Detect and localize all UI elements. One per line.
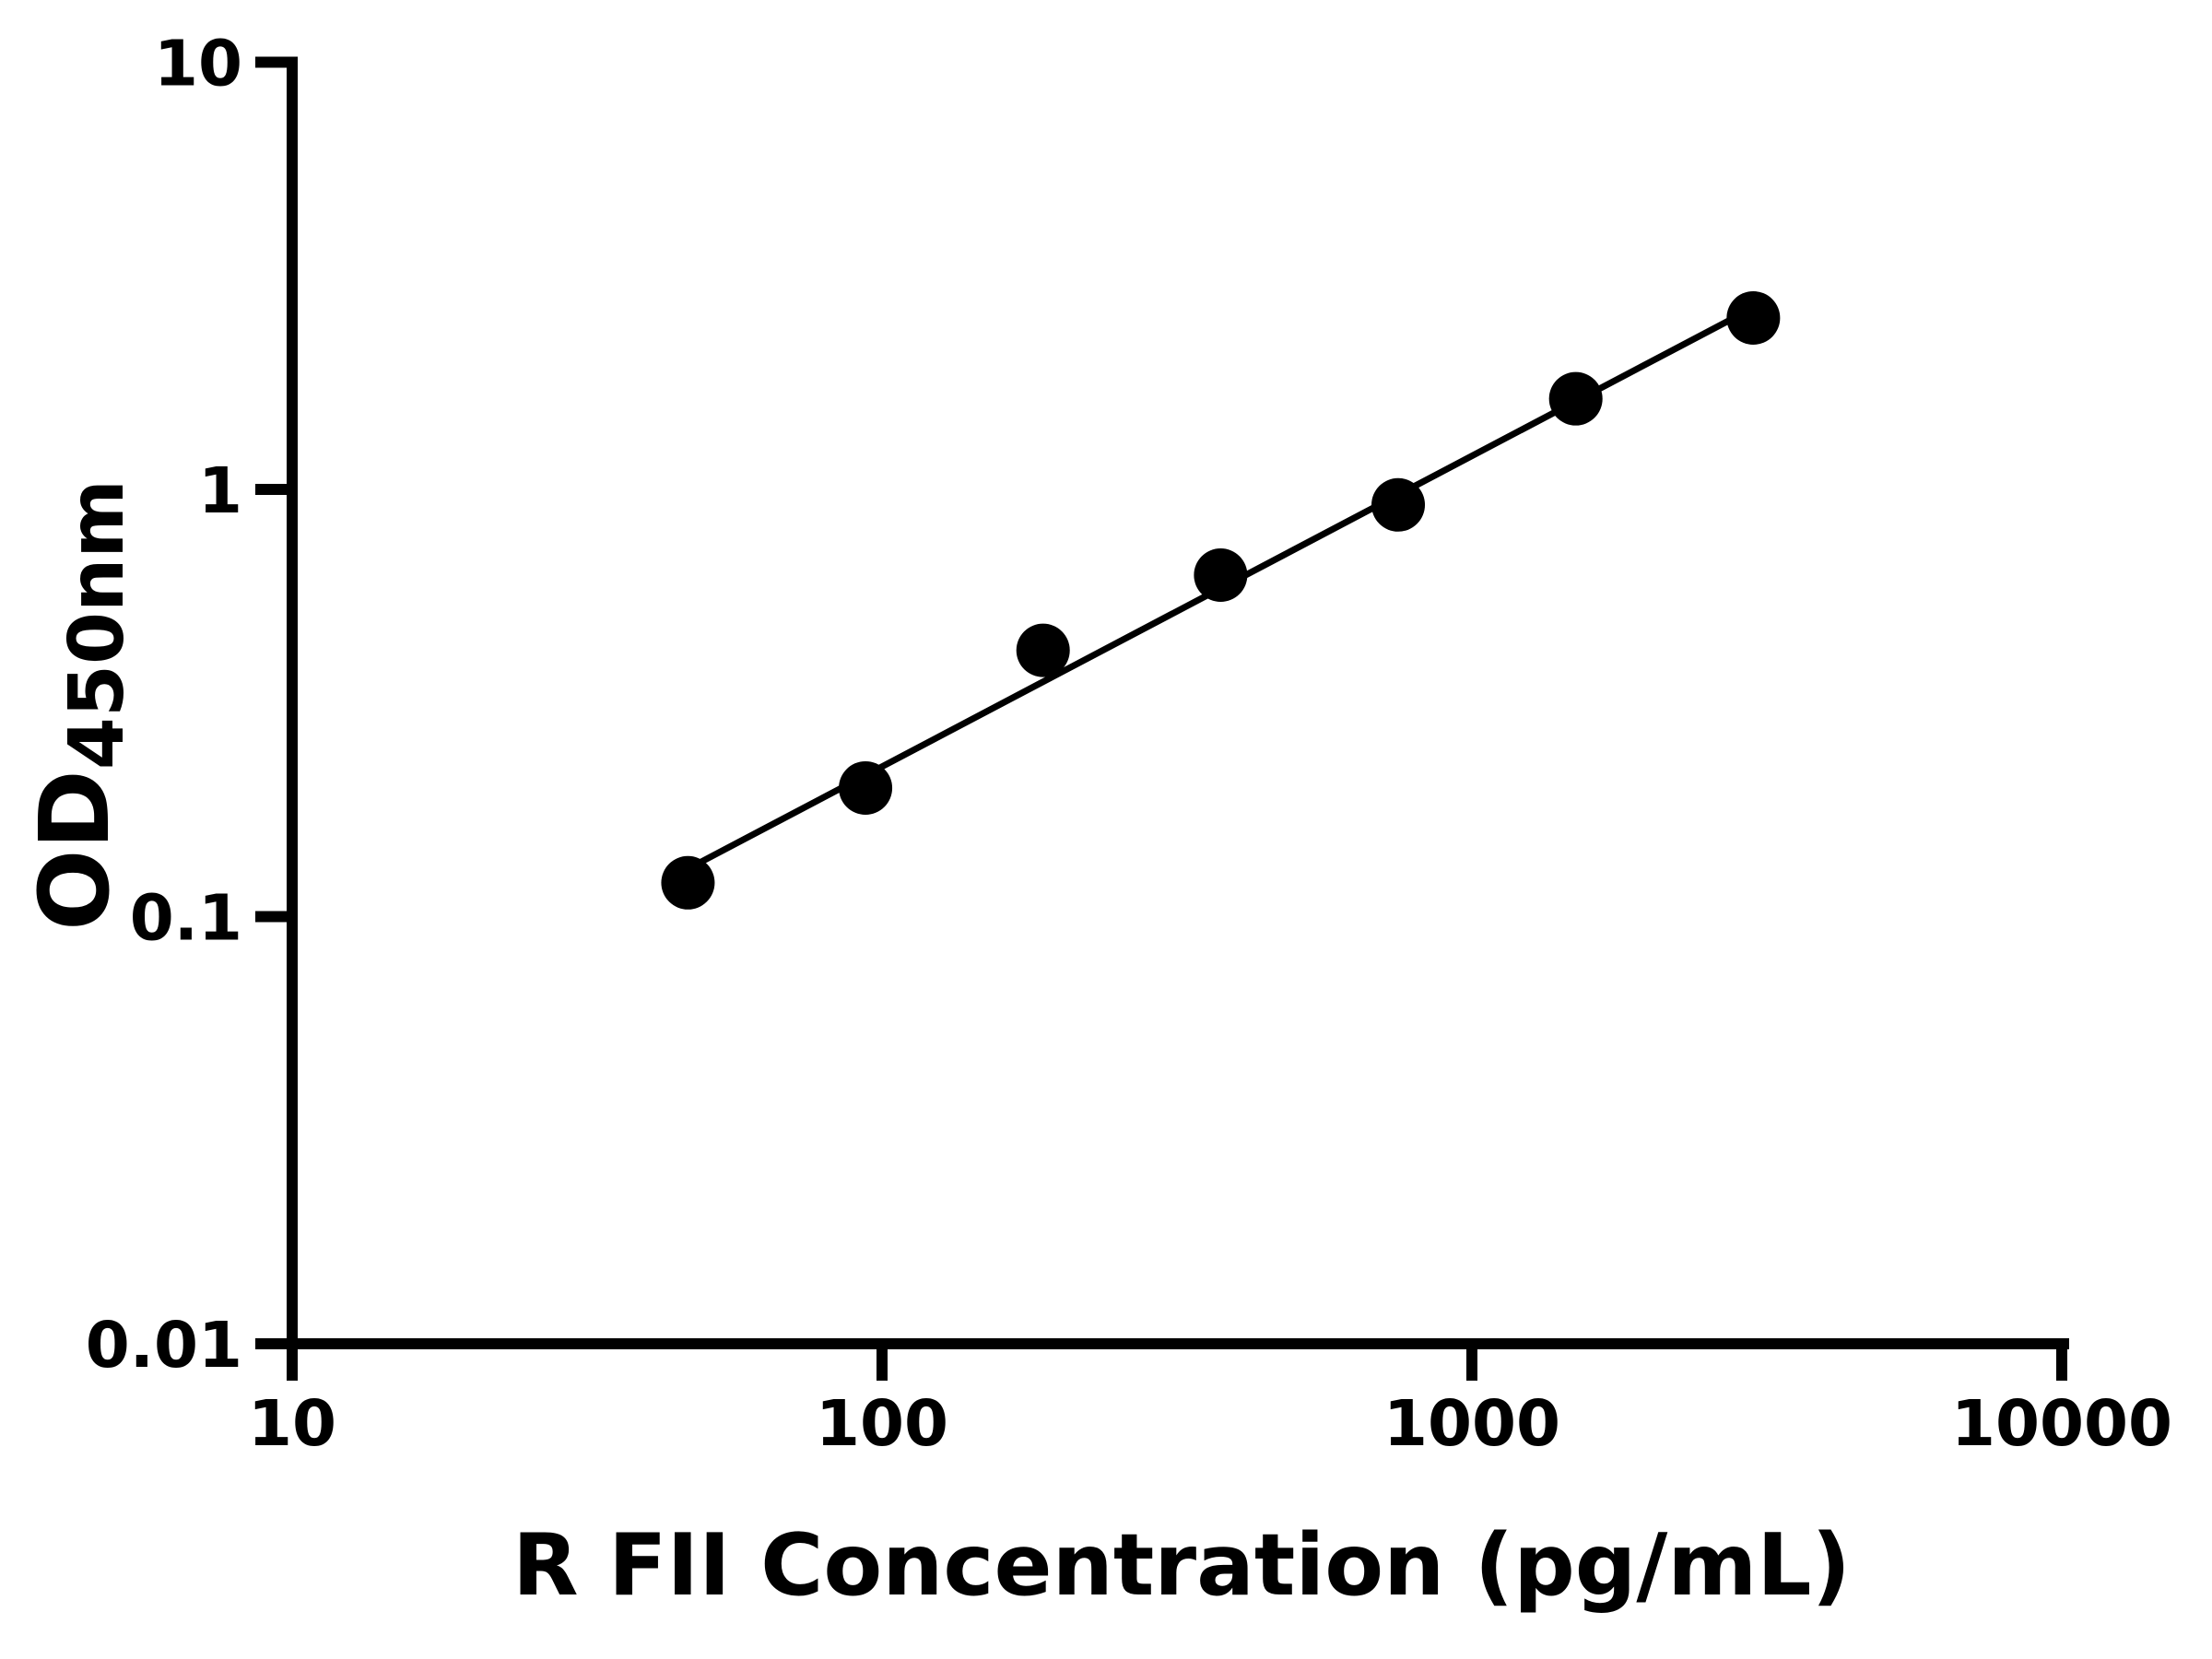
x-tick-label: 1000 bbox=[1383, 1387, 1560, 1461]
y-axis-title: OD450nm bbox=[18, 479, 141, 931]
y-tick-label: 1 bbox=[198, 454, 242, 528]
x-tick-label: 100 bbox=[816, 1387, 948, 1461]
x-tick-label: 10000 bbox=[1951, 1387, 2172, 1461]
data-point bbox=[1016, 623, 1070, 677]
data-point bbox=[661, 855, 715, 910]
data-point bbox=[1371, 477, 1426, 532]
data-point bbox=[1194, 548, 1248, 603]
y-axis-title-subscript: 450nm bbox=[53, 479, 141, 770]
data-point bbox=[1726, 290, 1781, 345]
data-point bbox=[1548, 371, 1603, 426]
y-tick-label: 10 bbox=[154, 28, 242, 101]
data-point bbox=[839, 760, 893, 815]
y-axis-title-main: OD bbox=[18, 770, 131, 931]
y-tick-label: 0.1 bbox=[130, 882, 242, 956]
x-tick-label: 10 bbox=[248, 1387, 336, 1461]
x-axis-title: R FII Concentration (pg/mL) bbox=[512, 1515, 1851, 1615]
y-tick-label: 0.01 bbox=[86, 1309, 242, 1382]
